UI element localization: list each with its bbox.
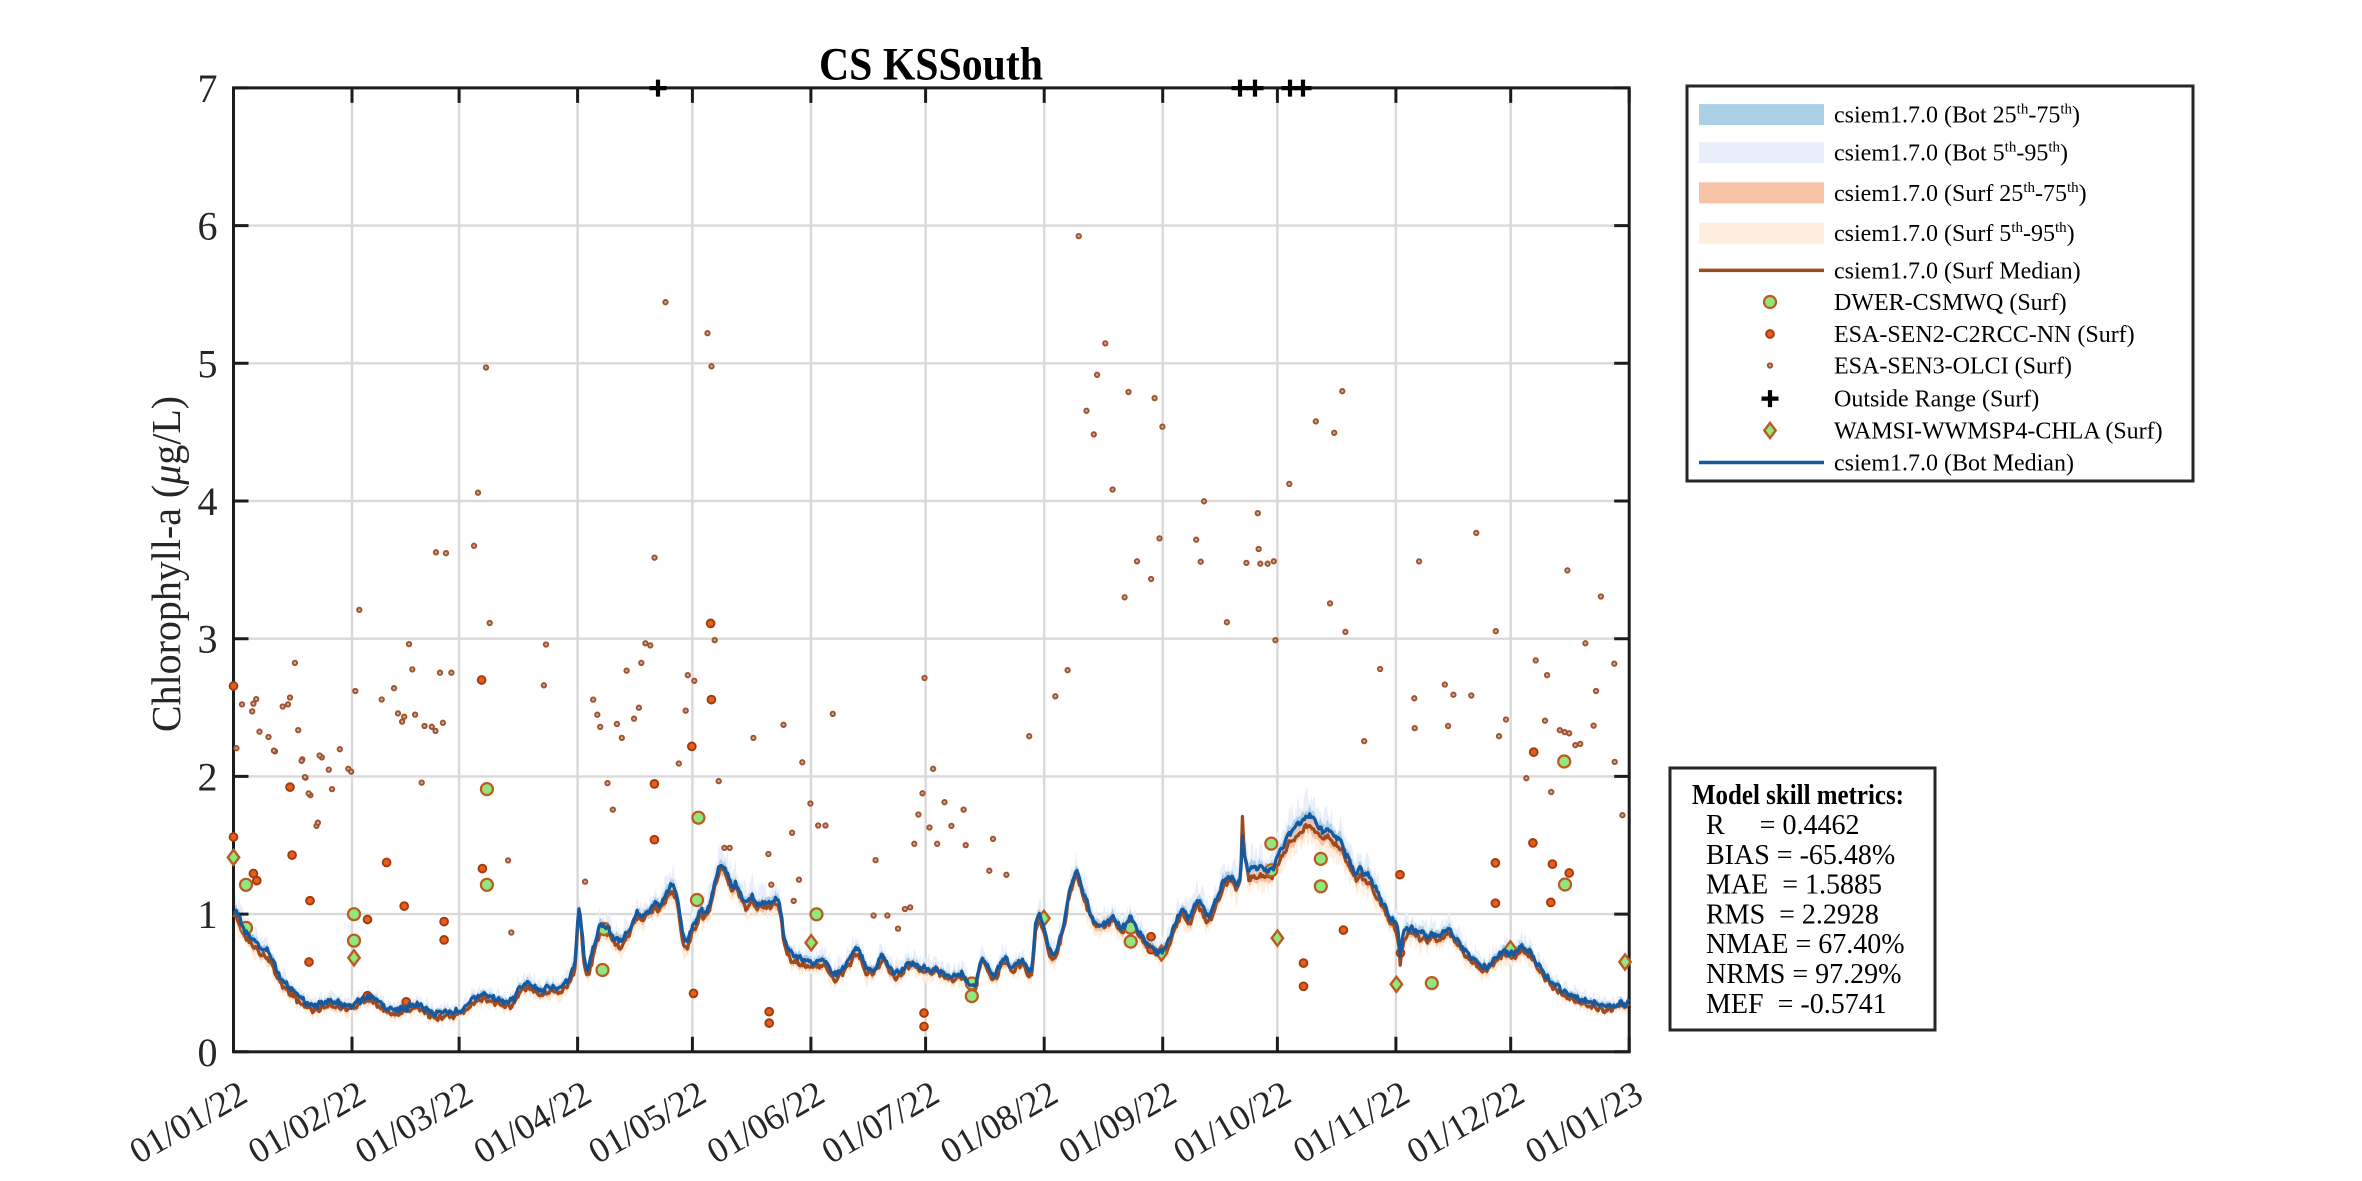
svg-text:Model skill metrics:: Model skill metrics:	[1692, 780, 1904, 811]
svg-text:NMAE = 67.40%: NMAE = 67.40%	[1706, 929, 1905, 960]
svg-text:csiem1.7.0 (Bot 5th​-95th​): csiem1.7.0 (Bot 5th​-95th​)	[1834, 140, 2068, 167]
svg-text:BIAS = -65.48%: BIAS = -65.48%	[1706, 840, 1895, 871]
svg-text:7: 7	[198, 66, 218, 111]
svg-text:csiem1.7.0 (Surf 25th​-75th​): csiem1.7.0 (Surf 25th​-75th​)	[1834, 180, 2087, 207]
svg-text:csiem1.7.0 (Surf 5th​-95th​): csiem1.7.0 (Surf 5th​-95th​)	[1834, 220, 2075, 247]
svg-text:NRMS = 97.29%: NRMS = 97.29%	[1706, 959, 1901, 990]
svg-text:ESA-SEN3-OLCI (Surf): ESA-SEN3-OLCI (Surf)	[1834, 354, 2072, 380]
svg-text:WAMSI-WWMSP4-CHLA (Surf): WAMSI-WWMSP4-CHLA (Surf)	[1834, 419, 2163, 445]
svg-text:R = 0.4462: R = 0.4462	[1706, 810, 1859, 841]
svg-text:MAE = 1.5885: MAE = 1.5885	[1706, 870, 1882, 901]
svg-text:ESA-SEN2-C2RCC-NN (Surf): ESA-SEN2-C2RCC-NN (Surf)	[1834, 322, 2135, 348]
svg-text:Chlorophyll-a (μg/L): Chlorophyll-a (μg/L)	[143, 396, 189, 732]
svg-text:csiem1.7.0 (Bot Median): csiem1.7.0 (Bot Median)	[1834, 451, 2074, 477]
svg-text:csiem1.7.0 (Bot 25th​-75th​): csiem1.7.0 (Bot 25th​-75th​)	[1834, 102, 2080, 129]
svg-text:6: 6	[198, 204, 218, 249]
svg-text:4: 4	[198, 479, 218, 524]
svg-text:RMS = 2.2928: RMS = 2.2928	[1706, 899, 1879, 930]
svg-text:2: 2	[198, 754, 218, 799]
svg-text:1: 1	[198, 892, 218, 937]
svg-text:5: 5	[198, 341, 218, 386]
svg-text:DWER-CSMWQ (Surf): DWER-CSMWQ (Surf)	[1834, 290, 2067, 316]
svg-text:0: 0	[198, 1030, 218, 1075]
svg-text:3: 3	[198, 617, 218, 662]
svg-text:CS KSSouth: CS KSSouth	[819, 39, 1043, 91]
svg-text:Outside Range (Surf): Outside Range (Surf)	[1834, 387, 2039, 413]
svg-text:MEF = -0.5741: MEF = -0.5741	[1706, 989, 1887, 1020]
svg-text:csiem1.7.0 (Surf Median): csiem1.7.0 (Surf Median)	[1834, 258, 2081, 284]
